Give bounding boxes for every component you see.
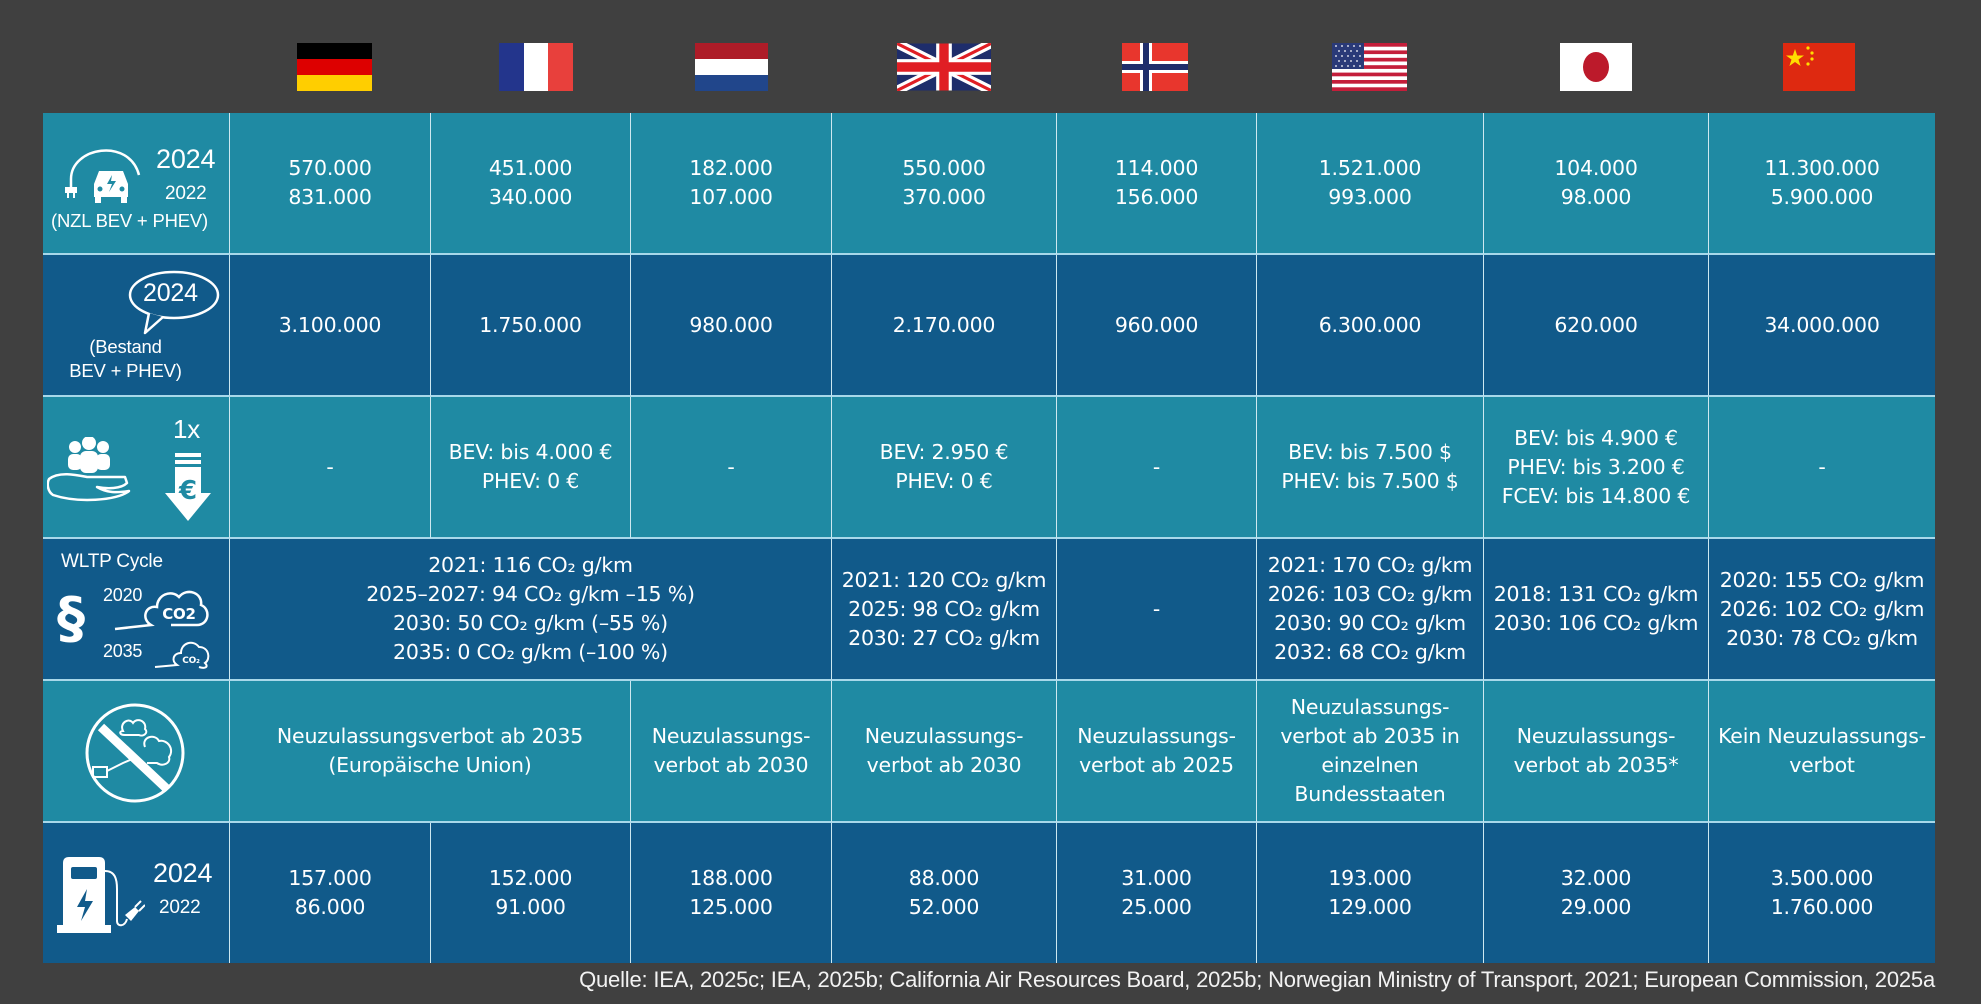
cell-charging-usa: 193.000 129.000 bbox=[1257, 823, 1484, 963]
cell-co2-usa: 2021: 170 CO₂ g/km 2026: 103 CO₂ g/km 20… bbox=[1257, 539, 1484, 681]
cell-charging-china: 3.500.000 1.760.000 bbox=[1709, 823, 1935, 963]
cell-co2-norway: - bbox=[1057, 539, 1257, 681]
cell-co2-japan: 2018: 131 CO₂ g/km 2030: 106 CO₂ g/km bbox=[1484, 539, 1709, 681]
cell-subsidy-japan: BEV: bis 4.900 € PHEV: bis 3.200 € FCEV:… bbox=[1484, 397, 1709, 539]
svg-text:€: € bbox=[178, 476, 197, 506]
cell-charging-norway: 31.000 25.000 bbox=[1057, 823, 1257, 963]
row-header-charging-points: 2024 2022 bbox=[43, 823, 230, 963]
cell-stock-germany: 3.100.000 bbox=[230, 255, 431, 397]
cell-new-registrations-netherlands: 182.000 107.000 bbox=[631, 113, 832, 255]
row-label-year-2024: 2024 bbox=[153, 858, 213, 888]
co2-cloud-large-icon: CO2 bbox=[114, 590, 209, 631]
germany-flag bbox=[297, 43, 372, 91]
row-label-text: (NZL BEV + PHEV) bbox=[51, 210, 209, 231]
euro-down-arrow-icon: € bbox=[165, 453, 211, 521]
row-label-year-2020: 2020 bbox=[103, 585, 143, 605]
cell-new-registrations-japan: 104.000 98.000 bbox=[1484, 113, 1709, 255]
cell-new-registrations-france: 451.000 340.000 bbox=[431, 113, 631, 255]
cell-new-registrations-uk: 550.000 370.000 bbox=[832, 113, 1057, 255]
uk-flag bbox=[897, 43, 991, 91]
cell-subsidy-china: - bbox=[1709, 397, 1935, 539]
source-note: Quelle: IEA, 2025c; IEA, 2025b; Californ… bbox=[579, 967, 1935, 992]
cell-stock-uk: 2.170.000 bbox=[832, 255, 1057, 397]
cell-new-registrations-norway: 114.000 156.000 bbox=[1057, 113, 1257, 255]
cell-subsidy-uk: BEV: 2.950 € PHEV: 0 € bbox=[832, 397, 1057, 539]
paragraph-icon: § bbox=[57, 586, 85, 651]
japan-flag bbox=[1560, 43, 1632, 91]
row-header-ice-ban bbox=[43, 681, 230, 823]
row-label-text: (Bestand BEV + PHEV) bbox=[69, 336, 182, 381]
cell-charging-germany: 157.000 86.000 bbox=[230, 823, 431, 963]
row-header-stock: 2024 (Bestand BEV + PHEV) bbox=[43, 255, 230, 397]
row-label-year-2024: 2024 bbox=[143, 279, 198, 307]
speech-bubble-icon bbox=[128, 270, 220, 335]
netherlands-flag bbox=[695, 43, 768, 91]
cell-charging-netherlands: 188.000 125.000 bbox=[631, 823, 832, 963]
cell-charging-japan: 32.000 29.000 bbox=[1484, 823, 1709, 963]
cell-ice-ban-usa: Neuzulassungs- verbot ab 2035 in einzeln… bbox=[1257, 681, 1484, 823]
cell-stock-china: 34.000.000 bbox=[1709, 255, 1935, 397]
cell-subsidy-norway: - bbox=[1057, 397, 1257, 539]
charging-station-icon bbox=[57, 857, 145, 933]
row-label-wltp: WLTP Cycle bbox=[61, 551, 163, 572]
cell-stock-usa: 6.300.000 bbox=[1257, 255, 1484, 397]
co2-cloud-small-icon: CO₂ bbox=[154, 641, 210, 669]
cell-subsidy-usa: BEV: bis 7.500 $ PHEV: bis 7.500 $ bbox=[1257, 397, 1484, 539]
cell-ice-ban-eu-merged: Neuzulassungsverbot ab 2035 (Europäische… bbox=[230, 681, 631, 823]
cell-stock-norway: 960.000 bbox=[1057, 255, 1257, 397]
cell-charging-uk: 88.000 52.000 bbox=[832, 823, 1057, 963]
row-label-year-2022: 2022 bbox=[159, 897, 201, 918]
cell-new-registrations-usa: 1.521.000 993.000 bbox=[1257, 113, 1484, 255]
cell-subsidy-germany: - bbox=[230, 397, 431, 539]
cell-stock-france: 1.750.000 bbox=[431, 255, 631, 397]
ev-comparison-table: 2024 2022 (NZL BEV + PHEV) 570.000 831.0… bbox=[43, 113, 1935, 963]
cell-ice-ban-uk: Neuzulassungs- verbot ab 2030 bbox=[832, 681, 1057, 823]
cell-ice-ban-china: Kein Neuzulassungs- verbot bbox=[1709, 681, 1935, 823]
cell-charging-france: 152.000 91.000 bbox=[431, 823, 631, 963]
row-label-year-2035: 2035 bbox=[103, 641, 143, 661]
ev-charging-car-icon bbox=[65, 149, 141, 203]
cell-subsidy-netherlands: - bbox=[631, 397, 832, 539]
france-flag bbox=[499, 43, 573, 91]
cell-stock-netherlands: 980.000 bbox=[631, 255, 832, 397]
cell-ice-ban-japan: Neuzulassungs- verbot ab 2035* bbox=[1484, 681, 1709, 823]
row-header-new-registrations: 2024 2022 (NZL BEV + PHEV) bbox=[43, 113, 230, 255]
cell-stock-japan: 620.000 bbox=[1484, 255, 1709, 397]
cell-co2-uk: 2021: 120 CO₂ g/km 2025: 98 CO₂ g/km 203… bbox=[832, 539, 1057, 681]
subsidy-hand-people-icon bbox=[47, 437, 131, 502]
co2-label: CO2 bbox=[162, 605, 196, 623]
norway-flag bbox=[1122, 43, 1188, 91]
cell-subsidy-france: BEV: bis 4.000 € PHEV: 0 € bbox=[431, 397, 631, 539]
row-label-1x: 1x bbox=[173, 414, 201, 444]
row-label-year-2022: 2022 bbox=[165, 183, 207, 204]
svg-text:CO₂: CO₂ bbox=[182, 656, 200, 666]
cell-co2-china: 2020: 155 CO₂ g/km 2026: 102 CO₂ g/km 20… bbox=[1709, 539, 1935, 681]
row-label-year-2024: 2024 bbox=[156, 144, 216, 174]
china-flag bbox=[1783, 43, 1855, 91]
cell-new-registrations-china: 11.300.000 5.900.000 bbox=[1709, 113, 1935, 255]
row-header-co2-limits: WLTP Cycle § 2020 2035 CO2 CO₂ bbox=[43, 539, 230, 681]
row-header-subsidy: 1x € bbox=[43, 397, 230, 539]
no-combustion-engine-icon bbox=[85, 703, 185, 803]
cell-new-registrations-germany: 570.000 831.000 bbox=[230, 113, 431, 255]
cell-ice-ban-netherlands: Neuzulassungs- verbot ab 2030 bbox=[631, 681, 832, 823]
cell-co2-eu-merged: 2021: 116 CO₂ g/km 2025–2027: 94 CO₂ g/k… bbox=[230, 539, 832, 681]
usa-flag bbox=[1332, 43, 1407, 91]
cell-ice-ban-norway: Neuzulassungs- verbot ab 2025 bbox=[1057, 681, 1257, 823]
